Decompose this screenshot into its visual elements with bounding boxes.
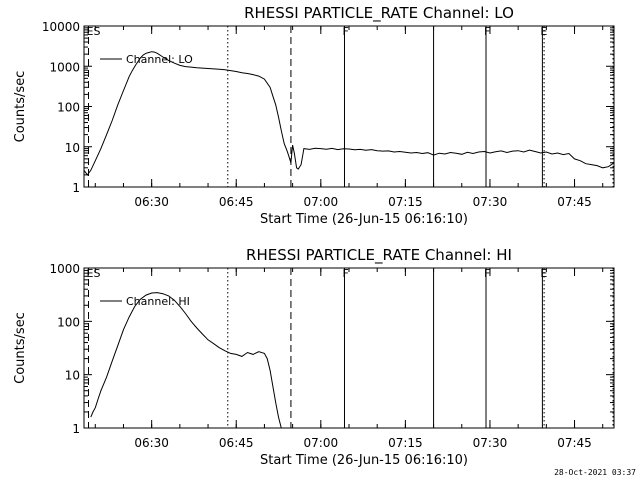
panel1-y-tick-label: 100 — [57, 101, 80, 115]
panel2-x-tick-label: 06:30 — [134, 436, 169, 450]
panel1-x-axis-label: Start Time (26-Jun-15 06:16:10) — [260, 212, 468, 227]
panel1-chart-title: RHESSI PARTICLE_RATE Channel: LO — [244, 4, 514, 23]
panel2-y-tick-label: 1 — [72, 422, 80, 436]
panel2-marker-label: ES — [87, 267, 101, 280]
panel1-y-tick-label: 1000 — [49, 60, 80, 74]
panel1-x-tick-label: 07:30 — [473, 195, 508, 209]
panel1-plot-frame — [83, 25, 615, 188]
panel2-marker-label: F — [484, 267, 490, 280]
panel1-x-tick-label: 07:00 — [304, 195, 339, 209]
panel2-x-tick-label: 07:15 — [388, 436, 423, 450]
panel1-marker-label: ES — [87, 25, 101, 38]
panel2-series-line — [90, 292, 282, 429]
panel1-y-tick-label: 1 — [72, 181, 80, 195]
panel1-x-tick-label: 06:45 — [219, 195, 254, 209]
panel2-chart-title: RHESSI PARTICLE_RATE Channel: HI — [246, 246, 512, 265]
panel1-x-tick-label: 06:30 — [134, 195, 169, 209]
panel2-legend-label: Channel: HI — [126, 295, 190, 308]
panel2-y-tick-label: 1000 — [49, 262, 80, 276]
panel2-y-tick-label: 10 — [65, 369, 80, 383]
panel2-x-tick-label: 07:45 — [557, 436, 592, 450]
panel2-x-tick-label: 06:45 — [219, 436, 254, 450]
panel1-marker-label: F — [484, 25, 490, 38]
panel2-x-tick-label: 07:00 — [304, 436, 339, 450]
panel1-y-axis-label: Counts/sec — [13, 71, 28, 143]
panel2-x-axis-label: Start Time (26-Jun-15 06:16:10) — [260, 453, 468, 468]
panel1-legend-label: Channel: LO — [126, 53, 193, 66]
panel1-y-tick-label: 10000 — [42, 20, 80, 34]
panel2-plot-frame — [83, 267, 615, 429]
footer-date: 28-Oct-2021 03:37 — [554, 468, 636, 477]
panel1-y-tick-label: 10 — [65, 141, 80, 155]
panel2-x-tick-label: 07:30 — [473, 436, 508, 450]
panel2-y-axis-label: Counts/sec — [13, 312, 28, 384]
panel1-marker-label: F — [342, 25, 348, 38]
panel2-y-tick-label: 100 — [57, 315, 80, 329]
panel1-x-tick-label: 07:45 — [557, 195, 592, 209]
panel1-series-line — [83, 51, 615, 176]
panel1-x-tick-label: 07:15 — [388, 195, 423, 209]
panel2-marker-label: F — [342, 267, 348, 280]
